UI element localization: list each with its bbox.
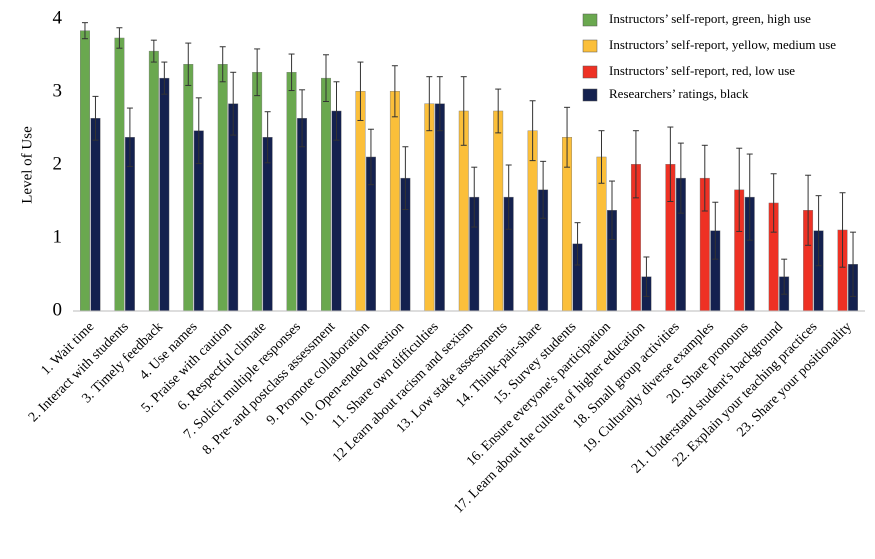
error-bar [471,166,478,228]
legend-swatch [582,88,598,102]
error-bar [161,61,168,95]
bar [80,30,90,312]
legend-label: Researchers’ ratings, black [609,86,749,101]
error-bar [529,100,536,162]
bar [159,77,170,312]
bar [148,50,159,312]
bar [493,110,504,312]
error-bar [264,111,271,164]
y-tick-label: 3 [53,80,63,101]
error-bar [299,89,306,148]
error-bar [367,128,374,186]
legend-label: Instructors’ self-report, red, low use [609,63,795,78]
bar [389,91,400,312]
y-tick-label: 4 [53,7,63,28]
y-axis-label: Level of Use [19,126,35,204]
bar [90,118,101,312]
legend-swatch [582,65,598,79]
error-bar [150,39,157,63]
y-tick-label: 2 [53,153,63,174]
bar [252,72,263,312]
error-bar [770,173,777,233]
error-bar [195,97,202,165]
error-bar [185,42,192,86]
error-bar [402,146,409,211]
error-bar [805,174,812,246]
legend-label: Instructors’ self-report, green, high us… [609,11,811,26]
error-bar [564,106,571,168]
legend-swatch [582,39,598,53]
y-tick-label: 0 [53,299,63,320]
error-bar [230,71,237,136]
bar [183,64,194,312]
bar [355,91,366,312]
bar [434,103,445,312]
error-bar [598,130,605,184]
error-bar [667,126,674,202]
bar [286,72,297,312]
error-bar [357,61,364,121]
bar [114,37,125,312]
error-bar [460,76,467,146]
error-bar [712,201,719,260]
error-bar [608,180,615,240]
error-bar [677,142,684,214]
error-bar [81,22,88,40]
legend-label: Instructors’ self-report, yellow, medium… [609,37,836,52]
error-bar [746,153,753,241]
error-bar [92,95,99,141]
error-bar [333,81,340,141]
error-bar [505,164,512,230]
error-bar [540,160,547,219]
error-bar [850,231,857,297]
bar [262,137,273,312]
error-bar [701,144,708,212]
legend-swatch [582,13,598,27]
error-bar [323,54,330,102]
bar [217,64,228,312]
error-bar [495,88,502,134]
error-bar [736,147,743,232]
error-bar [126,107,133,167]
error-bar [116,27,123,49]
error-bar [839,192,846,268]
error-bar [781,258,788,295]
error-bar [288,53,295,92]
error-bar [426,76,433,132]
y-tick-label: 1 [53,226,63,247]
bar [424,103,435,312]
bar [331,110,342,312]
error-bar [219,46,226,83]
error-bar [391,65,398,118]
error-bar [436,76,443,132]
error-bar [632,130,639,199]
bar [321,77,331,312]
error-bar [574,222,581,266]
error-bar [643,256,650,297]
error-bar [815,195,822,267]
error-bar [254,48,261,97]
